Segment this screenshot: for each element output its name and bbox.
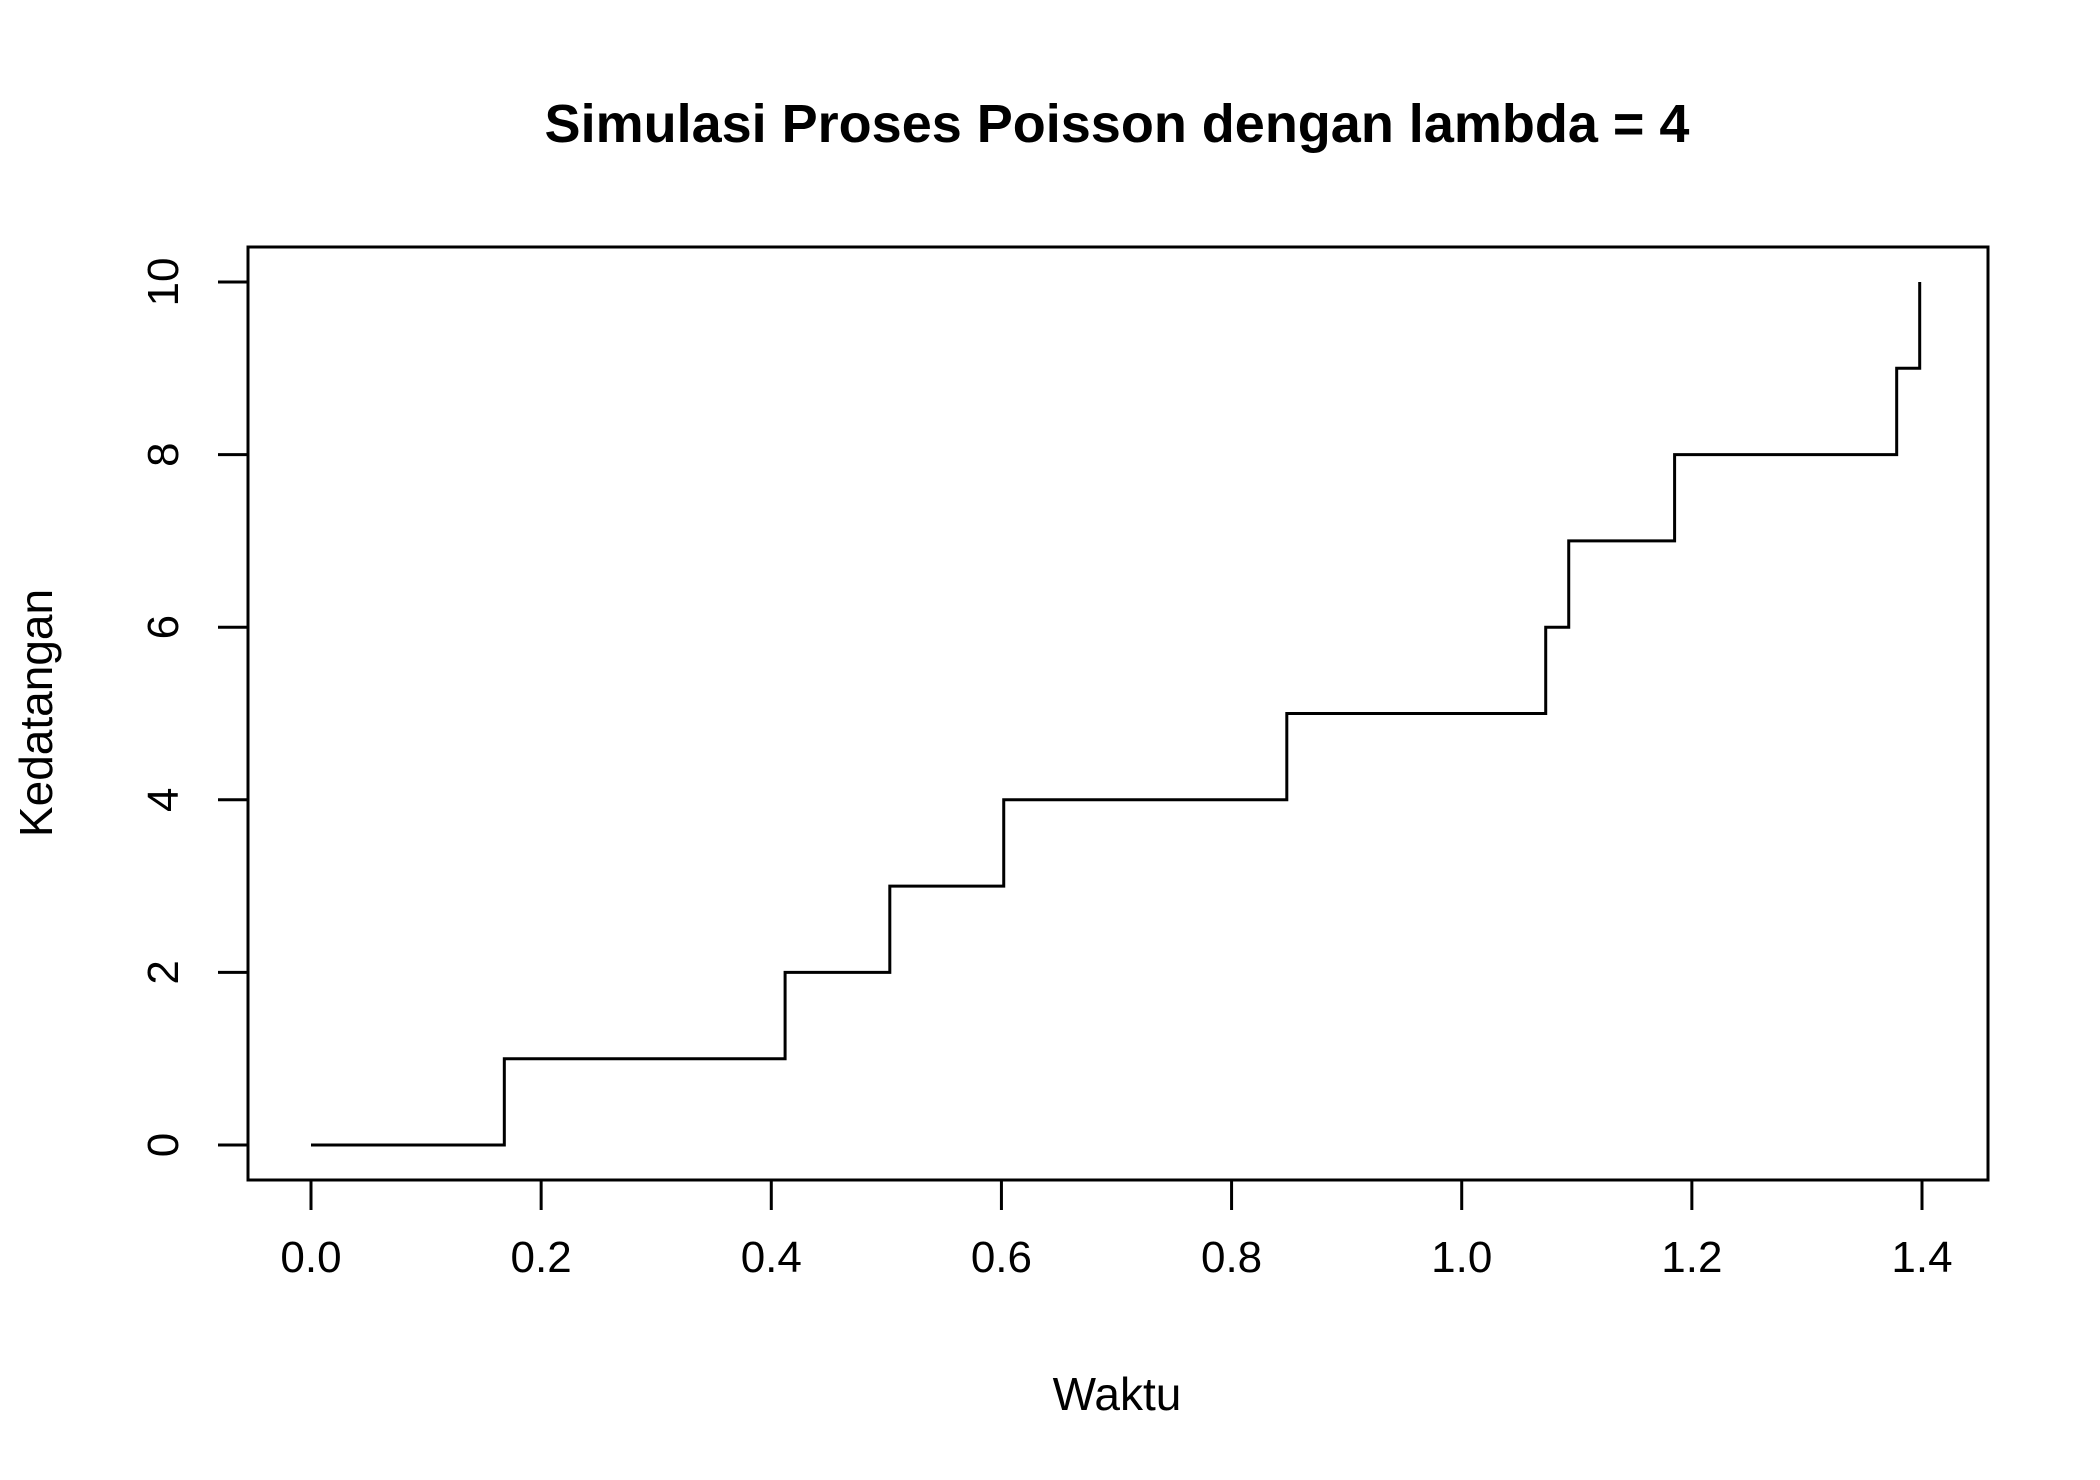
chart-title: Simulasi Proses Poisson dengan lambda = … [545, 94, 1690, 154]
series-line [311, 282, 1922, 1147]
y-tick-label: 0 [139, 1133, 188, 1157]
y-tick-label: 10 [139, 258, 188, 307]
x-tick-label: 0.6 [971, 1233, 1032, 1282]
x-tick-label: 0.4 [741, 1233, 802, 1282]
x-tick-label: 1.2 [1661, 1233, 1722, 1282]
y-axis-label: Kedatangan [10, 589, 62, 837]
y-tick-label: 2 [139, 960, 188, 984]
x-axis: 0.0 0.2 0.4 0.6 0.8 1.0 1.2 1.4 [280, 1178, 1953, 1282]
x-tick-label: 0.8 [1201, 1233, 1262, 1282]
y-tick-label: 6 [139, 615, 188, 639]
y-axis: 0 2 4 6 8 10 [139, 258, 250, 1157]
y-tick-label: 4 [139, 788, 188, 812]
plot-box [246, 245, 1990, 1182]
x-tick-label: 0.2 [511, 1233, 572, 1282]
x-tick-label: 1.0 [1431, 1233, 1492, 1282]
x-tick-label: 1.4 [1891, 1233, 1952, 1282]
x-tick-label: 0.0 [280, 1233, 341, 1282]
x-axis-label: Waktu [1053, 1368, 1182, 1420]
y-tick-label: 8 [139, 442, 188, 466]
